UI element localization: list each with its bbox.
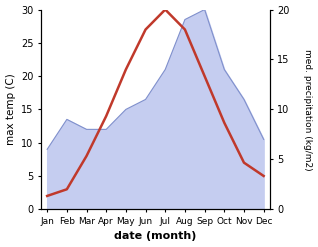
X-axis label: date (month): date (month) bbox=[114, 231, 197, 242]
Y-axis label: max temp (C): max temp (C) bbox=[5, 74, 16, 145]
Y-axis label: med. precipitation (kg/m2): med. precipitation (kg/m2) bbox=[303, 49, 313, 170]
